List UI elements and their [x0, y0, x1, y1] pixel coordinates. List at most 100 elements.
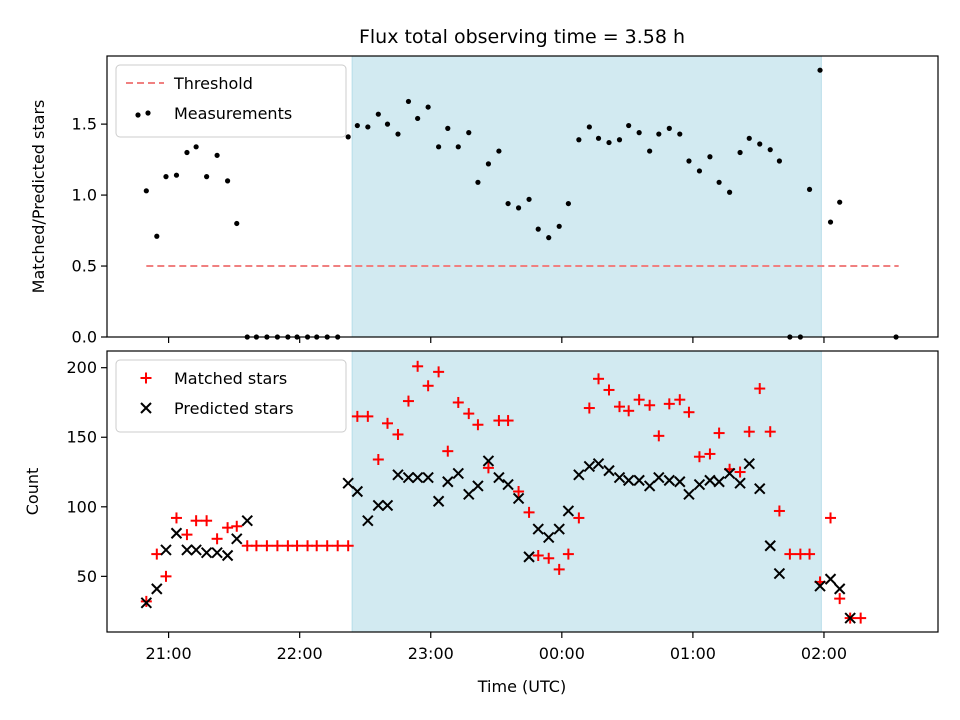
point-p2-s2-44	[674, 476, 686, 488]
point-p2-s2-6	[200, 547, 213, 559]
point-p2-s1-15	[291, 540, 303, 552]
point-p2-s1-40	[543, 552, 555, 564]
point-p2-s2-29	[523, 551, 535, 563]
point-p2-s2-30	[532, 523, 544, 535]
point-p2-s1-11	[250, 540, 262, 552]
point-p2-s2-5	[190, 544, 202, 556]
point-p2-s1-7	[211, 533, 223, 545]
point-p2-s2-21	[442, 476, 454, 488]
point-p2-s1-26	[402, 395, 414, 407]
point-p2-s1-60	[743, 426, 755, 438]
legend-label: Threshold	[173, 74, 253, 93]
x-tick-label: 23:00	[408, 644, 454, 663]
point-p2-s2-26	[493, 471, 505, 484]
point-p2-s1-28	[422, 380, 434, 392]
point-p2-s1-52	[663, 398, 675, 410]
shaded-interval-layer	[351, 55, 822, 633]
point-p2-s1-66	[804, 548, 816, 560]
point-p2-s1-29	[433, 366, 445, 378]
point-p2-s2-12	[351, 485, 364, 498]
legend-box-2	[115, 359, 347, 433]
legend-layer: Threshold Measurements Matched stars Predic…	[115, 64, 347, 433]
point-p2-s2-34	[573, 469, 585, 481]
point-p1-s1-58	[726, 189, 733, 195]
point-p2-s2-25	[482, 455, 495, 467]
point-p1-s1-34	[485, 161, 492, 167]
point-p1-s1-54	[686, 158, 692, 164]
point-p2-s2-32	[553, 523, 565, 535]
point-p2-s1-54	[683, 406, 695, 418]
x-tick-label: 22:00	[277, 644, 323, 663]
point-p2-s1-45	[593, 373, 605, 385]
point-p2-s1-32	[463, 408, 475, 420]
y-tick-label: 0.5	[72, 257, 97, 276]
point-p2-s1-5	[190, 515, 202, 527]
point-p1-s1-28	[425, 104, 431, 110]
point-p2-s1-43	[573, 512, 585, 524]
axes-layer: 0.0 0.5 1.0 1.5 Matched/Predicted stars 50 100…	[23, 55, 939, 663]
legend-label: Matched stars	[174, 369, 287, 388]
point-p2-s1-55	[693, 451, 705, 463]
point-p2-s2-37	[603, 464, 615, 477]
point-p1-s1-26	[405, 98, 412, 105]
point-p1-s1-24	[384, 121, 391, 127]
point-p2-s2-4	[181, 544, 193, 556]
chart-title: Flux total observing time = 3.58 h	[359, 26, 685, 48]
point-p2-s2-1	[151, 583, 163, 595]
point-p2-s1-21	[351, 410, 363, 422]
point-p1-s1-57	[716, 179, 722, 185]
point-p1-s1-53	[677, 131, 683, 137]
point-p1-s1-46	[606, 139, 612, 146]
point-p2-s2-54	[773, 567, 786, 580]
point-p2-s2-17	[402, 471, 415, 484]
point-p1-s1-32	[466, 130, 472, 136]
point-p1-s1-43	[576, 137, 582, 143]
x-tick-label: 00:00	[539, 644, 585, 663]
point-p2-s2-40	[633, 474, 645, 487]
point-p1-s1-35	[496, 148, 502, 154]
point-p2-s2-18	[411, 471, 424, 484]
point-p2-s1-18	[321, 540, 333, 552]
point-p1-s1-3	[173, 172, 180, 178]
y-axis-label-2: Count	[23, 468, 42, 516]
point-p2-s2-10	[241, 515, 253, 527]
legend-marker-swatch	[140, 402, 152, 414]
legend-measurements-swatch	[135, 112, 141, 118]
point-p1-s1-30	[445, 125, 451, 131]
point-p1-s1-9	[234, 220, 240, 227]
point-p2-s1-57	[713, 427, 725, 439]
point-p1-s1-61	[757, 141, 763, 147]
point-p2-s1-56	[704, 448, 716, 460]
point-p2-s2-53	[764, 540, 776, 552]
point-p1-s1-8	[224, 178, 231, 184]
point-p2-s1-53	[674, 394, 686, 406]
point-p1-s1-5	[193, 144, 199, 150]
point-p2-s2-56	[824, 573, 837, 585]
point-p2-s1-49	[633, 394, 645, 406]
y-tick-label: 100	[66, 497, 97, 516]
point-p2-s1-39	[532, 549, 544, 561]
point-p1-s1-48	[626, 122, 632, 129]
point-p2-s1-71	[855, 612, 867, 624]
point-p2-s2-22	[452, 467, 464, 480]
y-tick-label: 0.0	[72, 328, 97, 347]
point-p1-s1-27	[415, 115, 421, 122]
point-p2-s1-25	[392, 428, 404, 440]
point-p2-s1-63	[773, 505, 785, 517]
point-p2-s1-10	[241, 540, 253, 552]
point-p1-s1-56	[707, 154, 713, 160]
point-p1-s1-23	[375, 111, 381, 117]
y-tick-label: 1.5	[72, 115, 97, 134]
y-tick-label: 200	[66, 358, 97, 377]
point-p2-s2-35	[583, 460, 596, 473]
point-p2-s1-2	[160, 570, 172, 582]
point-p2-s2-58	[844, 612, 856, 624]
point-p2-s2-31	[543, 531, 555, 544]
point-p1-s1-45	[595, 135, 602, 141]
point-p2-s1-51	[653, 430, 665, 442]
x-axis-label: Time (UTC)	[477, 677, 566, 696]
point-p2-s1-64	[784, 548, 796, 560]
point-p2-s1-36	[502, 415, 514, 427]
point-p2-s2-2	[160, 544, 172, 556]
